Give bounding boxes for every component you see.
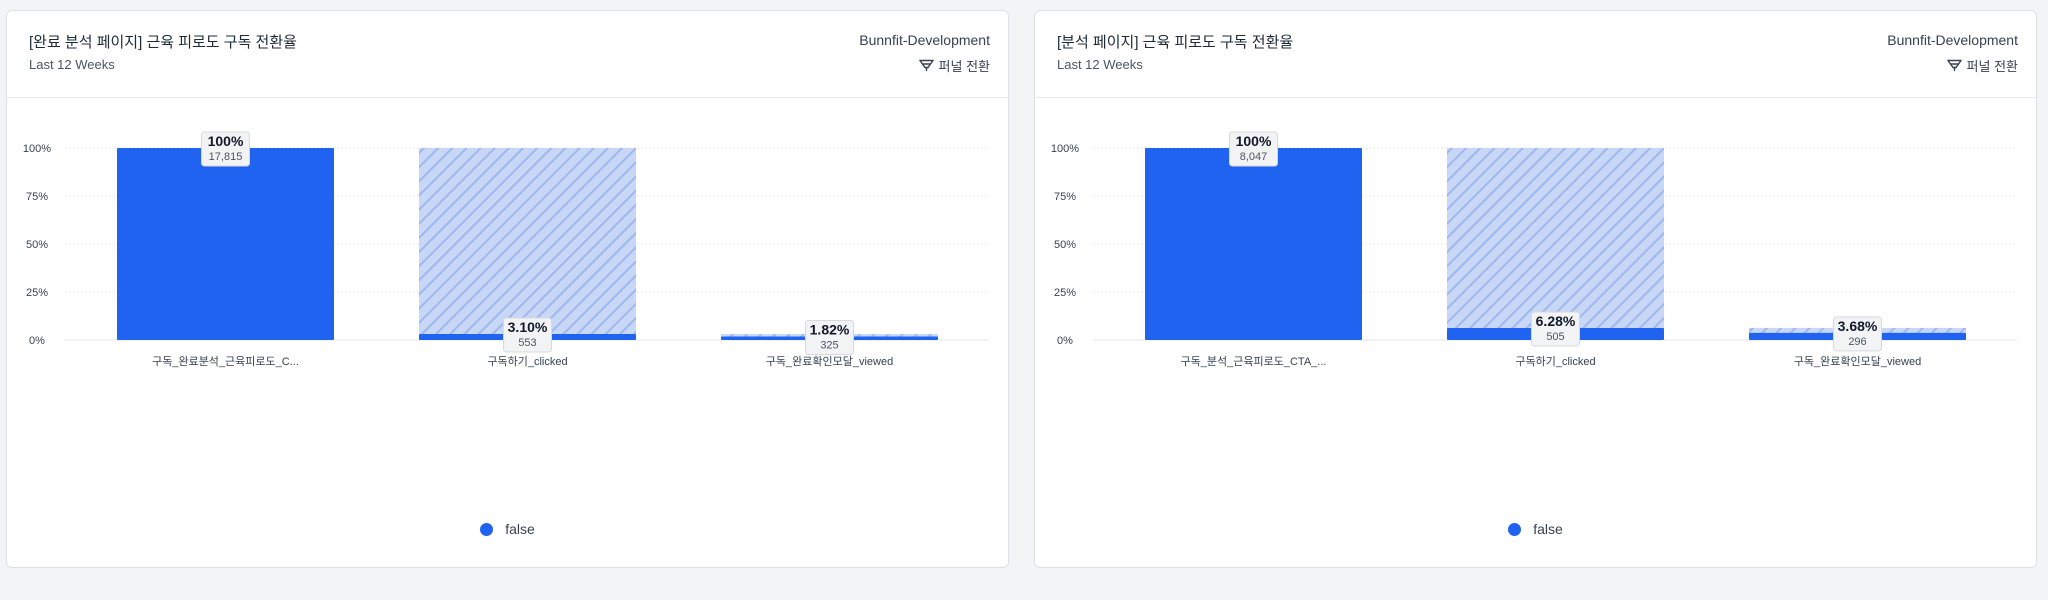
- count-label: 505: [1546, 331, 1564, 343]
- y-tick-label: 50%: [1054, 239, 1076, 251]
- funnel-icon: [918, 59, 934, 72]
- bar-data-label: 1.82% 325: [805, 320, 854, 356]
- chart-title[interactable]: [완료 분석 페이지] 근육 피로도 구독 전환율: [29, 34, 297, 51]
- percent-label: 100%: [1236, 133, 1272, 149]
- x-category-label: 구독_완료확인모달_viewed: [1794, 355, 1921, 368]
- count-label: 296: [1848, 336, 1866, 348]
- funnel-chart-card-1: [완료 분석 페이지] 근육 피로도 구독 전환율 Last 12 Weeks …: [6, 10, 1009, 568]
- funnel-bar-chart: 100% 75% 50% 25% 0% 100% 8,047 구독_분석_근육피로도_CTA_…: [1051, 131, 2017, 368]
- count-label: 8,047: [1240, 151, 1268, 163]
- project-name: Bunnfit-Development: [1887, 32, 2018, 48]
- y-tick-label: 100%: [23, 143, 51, 155]
- count-label: 17,815: [209, 151, 243, 163]
- y-tick-label: 25%: [26, 287, 48, 299]
- legend-label[interactable]: false: [505, 521, 535, 537]
- x-category-label: 구독하기_clicked: [487, 354, 567, 368]
- percent-label: 3.68%: [1838, 318, 1878, 334]
- count-label: 325: [820, 340, 838, 352]
- x-category-label: 구독_완료분석_근육피로도_C...: [152, 355, 299, 368]
- chart-legend: false: [1035, 521, 2036, 537]
- date-range-label: Last 12 Weeks: [29, 57, 115, 72]
- y-tick-label: 50%: [26, 239, 48, 251]
- percent-label: 1.82%: [810, 322, 850, 338]
- count-label: 553: [518, 337, 536, 349]
- x-category-label: 구독_분석_근육피로도_CTA_...: [1181, 355, 1327, 368]
- y-tick-label: 75%: [26, 191, 48, 203]
- y-tick-label: 0%: [1057, 335, 1073, 347]
- legend-color-dot: [1508, 522, 1522, 536]
- conversion-bar[interactable]: [117, 148, 334, 340]
- percent-label: 6.28%: [1536, 313, 1576, 329]
- y-tick-label: 0%: [29, 335, 45, 347]
- y-tick-label: 75%: [1054, 191, 1076, 203]
- project-name: Bunnfit-Development: [859, 32, 990, 48]
- x-category-label: 구독하기_clicked: [1515, 354, 1595, 368]
- bar-data-label: 3.68% 296: [1833, 316, 1882, 352]
- y-tick-label: 25%: [1054, 287, 1076, 299]
- funnel-chart-card-2: [분석 페이지] 근육 피로도 구독 전환율 Last 12 Weeks Bun…: [1034, 10, 2037, 568]
- y-tick-label: 100%: [1051, 143, 1079, 155]
- card-header: [완료 분석 페이지] 근육 피로도 구독 전환율 Last 12 Weeks …: [7, 11, 1008, 98]
- legend-color-dot: [480, 522, 494, 536]
- card-header: [분석 페이지] 근육 피로도 구독 전환율 Last 12 Weeks Bun…: [1035, 11, 2036, 98]
- x-category-label: 구독_완료확인모달_viewed: [766, 355, 893, 368]
- funnel-conversion-link[interactable]: 퍼널 전환: [918, 56, 990, 75]
- bar-data-label: 100% 8,047: [1229, 131, 1278, 167]
- bar-data-label: 100% 17,815: [201, 131, 250, 167]
- funnel-conversion-label: 퍼널 전환: [1966, 59, 2018, 74]
- legend-label[interactable]: false: [1533, 521, 1563, 537]
- date-range-label: Last 12 Weeks: [1057, 57, 1143, 72]
- percent-label: 100%: [208, 133, 244, 149]
- funnel-conversion-link[interactable]: 퍼널 전환: [1946, 56, 2018, 75]
- conversion-bar[interactable]: [1145, 148, 1362, 340]
- chart-title[interactable]: [분석 페이지] 근육 피로도 구독 전환율: [1057, 34, 1294, 51]
- dropoff-bar[interactable]: [419, 148, 636, 340]
- dropoff-bar[interactable]: [1447, 148, 1664, 340]
- funnel-icon: [1946, 59, 1962, 72]
- percent-label: 3.10%: [508, 319, 548, 335]
- funnel-conversion-label: 퍼널 전환: [938, 59, 990, 74]
- bar-data-label: 6.28% 505: [1531, 311, 1580, 347]
- bar-data-label: 3.10% 553: [503, 317, 552, 353]
- chart-legend: false: [7, 521, 1008, 537]
- funnel-bar-chart: 100% 75% 50% 25% 0% 100% 17,815 구독_완료분석_근육피로도_C…: [23, 131, 989, 368]
